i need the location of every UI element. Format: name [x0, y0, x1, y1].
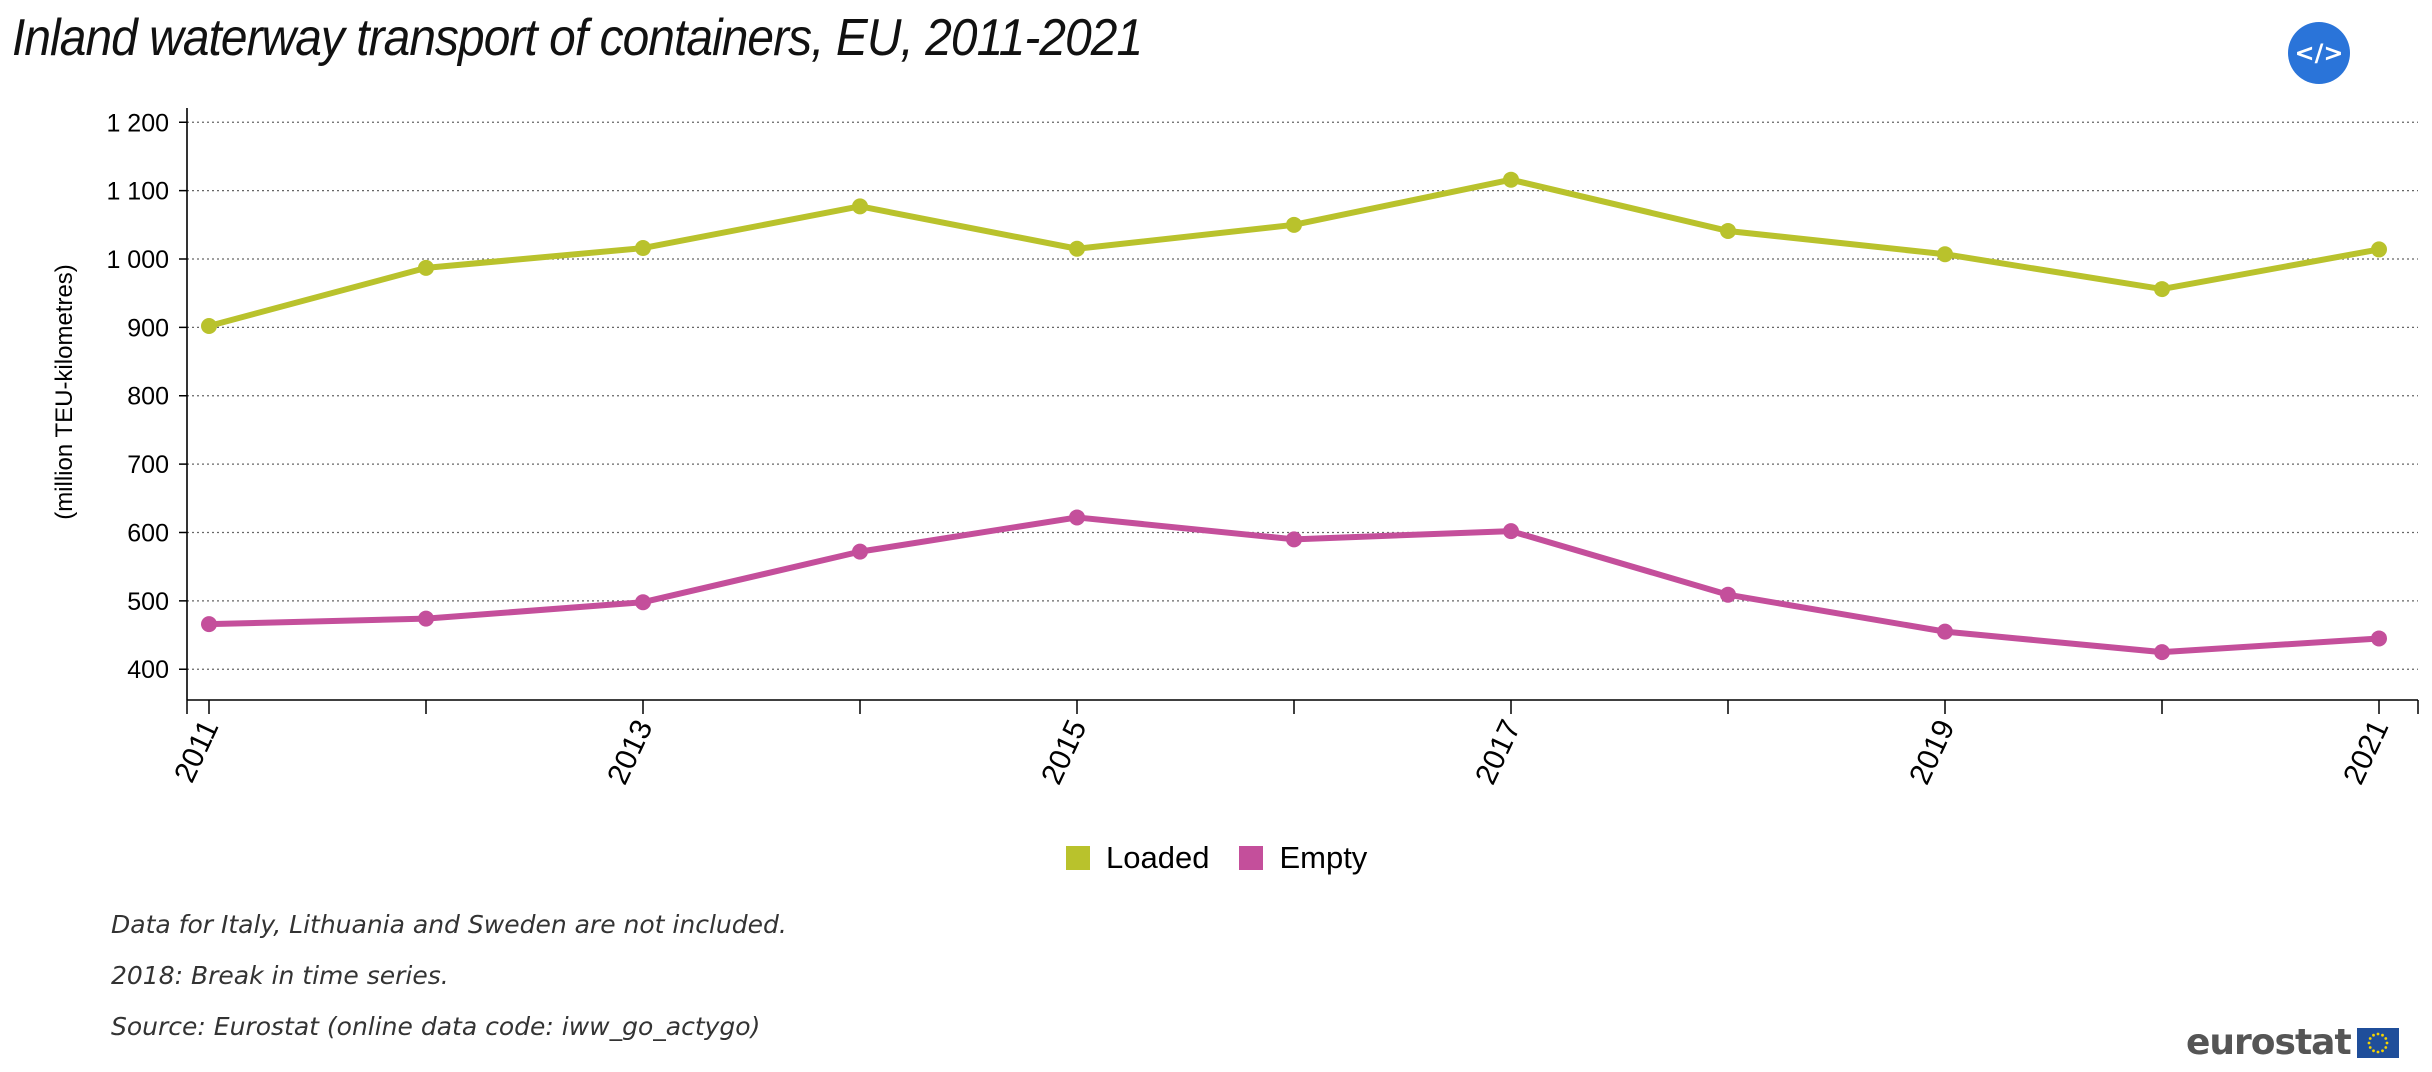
y-tick-label: 900 [127, 314, 169, 342]
data-point-empty [418, 610, 434, 627]
data-point-loaded [1286, 216, 1302, 233]
data-point-loaded [1503, 171, 1519, 188]
data-point-loaded [635, 240, 651, 257]
eurostat-logo-text: eurostat [2186, 1022, 2352, 1063]
y-tick-label: 400 [127, 656, 169, 684]
x-tick-label: 2021 [2337, 715, 2395, 789]
note-excluded-countries: Data for Italy, Lithuania and Sweden are… [111, 910, 787, 939]
chart-title: Inland waterway transport of containers,… [12, 9, 1143, 67]
data-point-empty [201, 616, 217, 633]
x-tick-label: 2013 [601, 715, 659, 789]
eu-flag-icon [2356, 1027, 2399, 1058]
data-point-loaded [2371, 241, 2387, 258]
note-break-in-series: 2018: Break in time series. [111, 961, 449, 990]
series-line-loaded [206, 176, 2382, 330]
legend-label-loaded: Loaded [1106, 840, 1210, 875]
data-point-empty [1286, 531, 1302, 548]
data-point-empty [1720, 586, 1736, 603]
y-tick-label: 600 [127, 519, 169, 547]
y-tick-label: 500 [127, 588, 169, 616]
legend-item-empty[interactable]: Empty [1239, 840, 1367, 876]
legend-item-loaded[interactable]: Loaded [1066, 840, 1209, 876]
data-point-empty [1937, 623, 1953, 640]
data-point-empty [635, 594, 651, 611]
note-source: Source: Eurostat (online data code: iww_… [111, 1012, 761, 1041]
data-point-loaded [1069, 240, 1085, 257]
data-point-empty [852, 543, 868, 560]
eurostat-logo: eurostat [2186, 1022, 2399, 1063]
data-point-loaded [1720, 222, 1736, 239]
x-tick-label: 2015 [1035, 715, 1093, 789]
data-point-loaded [201, 318, 217, 335]
data-point-empty [2154, 644, 2170, 661]
data-point-empty [2371, 630, 2387, 647]
data-point-empty [1503, 523, 1519, 540]
data-point-loaded [852, 198, 868, 215]
legend-label-empty: Empty [1279, 840, 1368, 875]
x-tick-label: 2011 [168, 715, 225, 787]
y-tick-label: 1 100 [106, 178, 169, 206]
x-tick-label: 2017 [1469, 715, 1527, 789]
data-point-empty [1069, 509, 1085, 526]
y-tick-label: 700 [127, 451, 169, 479]
data-point-loaded [1937, 246, 1953, 263]
y-tick-label: 800 [127, 383, 169, 411]
y-axis-label: (million TEU-kilometres) [51, 264, 78, 520]
y-tick-label: 1 200 [106, 109, 169, 137]
legend: Loaded Empty [1066, 840, 1397, 876]
data-point-loaded [2154, 281, 2170, 298]
legend-swatch-loaded [1066, 846, 1090, 870]
embed-code-button[interactable]: </> [2288, 22, 2350, 84]
y-tick-label: 1 000 [106, 246, 169, 274]
legend-swatch-empty [1239, 846, 1264, 870]
data-point-loaded [418, 259, 434, 276]
x-tick-label: 2019 [1903, 715, 1961, 789]
